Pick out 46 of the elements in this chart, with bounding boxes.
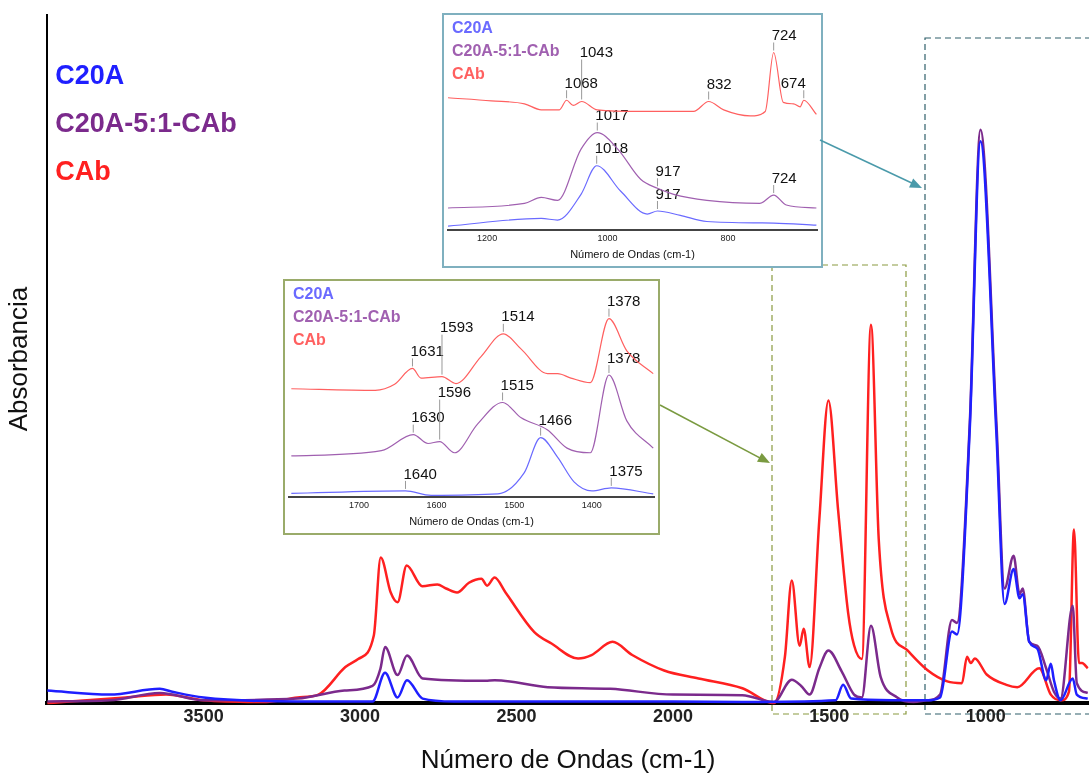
x-tick-label: 1000	[597, 232, 618, 243]
x-tick-label: 1400	[581, 499, 602, 510]
annotation: 1466	[538, 411, 572, 429]
text: C20A	[293, 285, 335, 303]
annotation: 1593	[439, 318, 474, 336]
text: CAb	[293, 331, 327, 349]
text: CAb	[55, 155, 111, 186]
x-tick-label: 1600	[426, 499, 447, 510]
x-tick-label: 3500	[183, 705, 224, 726]
y-axis-title: Absorbancia	[2, 286, 33, 432]
annotation: 1017	[595, 106, 629, 124]
x-axis-title: Número de Ondas (cm-1)	[409, 515, 534, 528]
x-tick-label: 1500	[809, 705, 850, 726]
text: C20A-5:1-CAb	[55, 107, 237, 138]
annotation: 1640	[403, 464, 437, 482]
annotation: 724	[771, 26, 797, 44]
annotation: 674	[780, 73, 806, 91]
text: C20A-5:1-CAb	[452, 42, 560, 60]
annotation: 1514	[501, 307, 535, 325]
text: C20A-5:1-CAb	[293, 308, 401, 326]
x-axis-title: Número de Ondas (cm-1)	[570, 248, 695, 261]
annotation: 1018	[594, 139, 629, 157]
annotation: 1378	[606, 292, 641, 310]
x-tick-label: 1000	[965, 705, 1006, 726]
annotation: 1375	[609, 461, 643, 479]
annotation: 917	[655, 184, 681, 202]
text: C20A	[452, 19, 494, 37]
x-tick-label: 1200	[477, 232, 498, 243]
x-tick-label: 2000	[652, 705, 693, 726]
x-axis-title: Número de Ondas (cm-1)	[420, 743, 716, 774]
text: C20A	[55, 59, 125, 90]
series-label: CAb	[452, 65, 486, 83]
x-tick-label: 1700	[348, 499, 369, 510]
annotation: 1043	[579, 43, 614, 61]
annotation: 832	[706, 75, 732, 93]
annotation: 1596	[437, 383, 472, 401]
x-tick-label: 1500	[504, 499, 525, 510]
annotation: 724	[771, 168, 797, 186]
x-tick-label: 800	[720, 232, 736, 243]
x-tick-label: 2500	[496, 705, 537, 726]
annotation: 1515	[500, 376, 534, 394]
annotation: 917	[655, 161, 681, 179]
annotation: 1630	[411, 408, 445, 426]
x-tick-label: 3000	[340, 705, 381, 726]
annotation: 1631	[410, 342, 444, 360]
annotation: 1068	[564, 73, 598, 91]
